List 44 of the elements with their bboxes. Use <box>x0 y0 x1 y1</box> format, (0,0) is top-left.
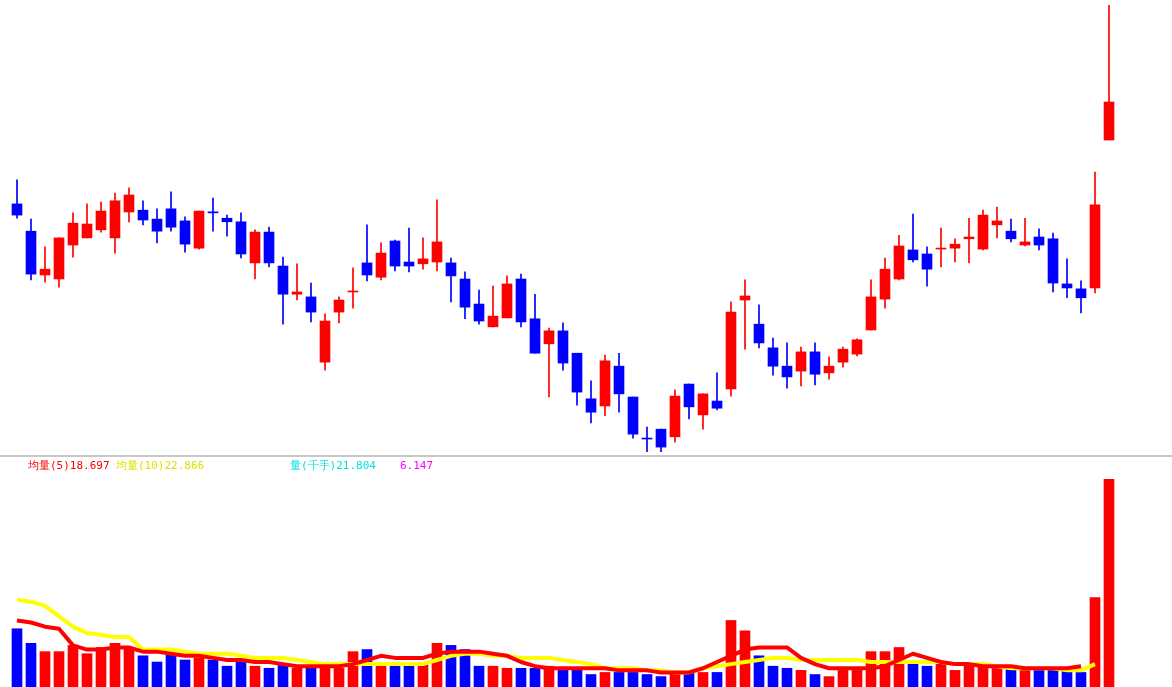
bar <box>1089 597 1101 687</box>
bar <box>487 665 499 687</box>
bar <box>249 665 261 687</box>
bar <box>375 665 387 687</box>
bar <box>1033 670 1045 687</box>
bar <box>25 642 37 687</box>
bar <box>613 672 625 687</box>
bar <box>53 651 65 687</box>
bar <box>501 667 513 687</box>
text: 均量(5)18.697 <box>27 459 110 473</box>
bar <box>473 665 485 687</box>
bar <box>1047 670 1059 687</box>
bar <box>263 667 275 687</box>
bar <box>711 672 723 687</box>
bar <box>949 670 961 687</box>
bar <box>305 667 317 687</box>
bar <box>11 628 23 687</box>
bar <box>1103 479 1115 687</box>
bar <box>641 674 653 687</box>
bar <box>557 670 569 687</box>
bar <box>767 665 779 687</box>
bar <box>795 670 807 687</box>
bar <box>179 659 191 687</box>
bar <box>207 659 219 687</box>
bar <box>529 667 541 687</box>
bar <box>627 672 639 687</box>
bar <box>1075 672 1087 687</box>
bar <box>921 665 933 687</box>
bar <box>235 661 247 687</box>
text: 量(千手)21.804 <box>290 459 377 473</box>
bar <box>571 670 583 687</box>
bar <box>151 661 163 687</box>
bar <box>39 651 51 687</box>
bar <box>137 655 149 687</box>
bar <box>907 663 919 687</box>
bar <box>809 674 821 687</box>
text: 均量(10)22.866 <box>115 459 205 473</box>
bar <box>655 676 667 687</box>
bar <box>515 667 527 687</box>
bar <box>781 667 793 687</box>
bar <box>585 674 597 687</box>
bar <box>221 665 233 687</box>
bar <box>823 676 835 687</box>
text: 6.147 <box>400 459 434 473</box>
